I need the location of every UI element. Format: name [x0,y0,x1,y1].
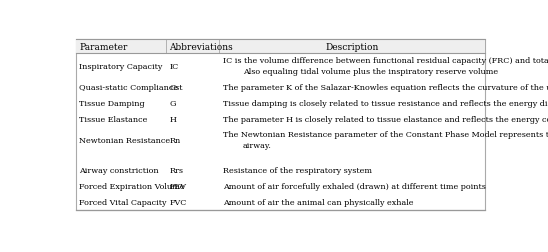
Text: The parameter H is closely related to tissue elastance and reflects the energy c: The parameter H is closely related to ti… [222,116,548,124]
Text: Abbreviations: Abbreviations [169,43,233,52]
Text: Forced Expiration Volume: Forced Expiration Volume [79,182,185,190]
Text: Newtonian Resistance: Newtonian Resistance [79,136,170,144]
Text: Cst: Cst [169,83,183,91]
Text: Airway constriction: Airway constriction [79,166,159,174]
Text: Amount of air forcefully exhaled (drawn) at different time points: Amount of air forcefully exhaled (drawn)… [222,182,486,190]
Text: Resistance of the respiratory system: Resistance of the respiratory system [222,166,372,174]
Text: IC: IC [169,63,179,71]
Text: G: G [169,100,176,107]
Text: Quasi-static Compliance: Quasi-static Compliance [79,83,179,91]
Text: Parameter: Parameter [79,43,128,52]
Text: Forced Vital Capacity: Forced Vital Capacity [79,198,167,206]
Text: Rn: Rn [169,136,181,144]
Text: FVC: FVC [169,198,187,206]
Bar [76,40,486,210]
Text: Tissue Elastance: Tissue Elastance [79,116,148,124]
Text: airway.: airway. [243,141,272,149]
Text: The Newtonian Resistance parameter of the Constant Phase Model represents the re: The Newtonian Resistance parameter of th… [222,131,548,139]
Text: Rrs: Rrs [169,166,184,174]
Text: IC is the volume difference between functional residual capacity (FRC) and total: IC is the volume difference between func… [222,57,548,65]
Text: Tissue Damping: Tissue Damping [79,100,145,107]
Text: Amount of air the animal can physically exhale: Amount of air the animal can physically … [222,198,413,206]
Text: Also equaling tidal volume plus the inspiratory reserve volume: Also equaling tidal volume plus the insp… [243,68,498,76]
Text: The parameter K of the Salazar-Knowles equation reflects the curvature of the up: The parameter K of the Salazar-Knowles e… [222,83,548,91]
Text: H: H [169,116,176,124]
Text: Inspiratory Capacity: Inspiratory Capacity [79,63,163,71]
Text: Tissue damping is closely related to tissue resistance and reflects the energy d: Tissue damping is closely related to tis… [222,100,548,107]
Text: FEV: FEV [169,182,186,190]
Text: Description: Description [326,43,379,52]
Bar [76,40,486,54]
